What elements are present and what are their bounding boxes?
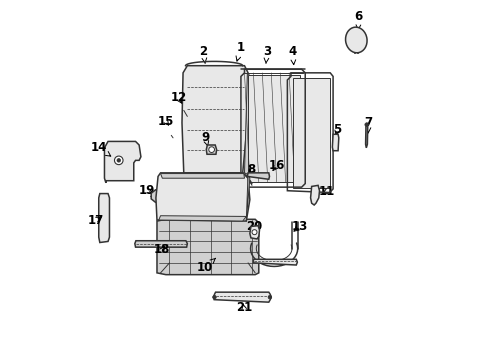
Polygon shape [135, 241, 187, 247]
Polygon shape [104, 141, 141, 183]
Text: 11: 11 [318, 185, 334, 198]
Polygon shape [310, 185, 319, 205]
Polygon shape [247, 173, 269, 179]
Text: 18: 18 [154, 243, 170, 256]
Text: 5: 5 [332, 123, 341, 136]
Text: 15: 15 [157, 114, 173, 127]
Polygon shape [99, 194, 109, 243]
Text: 17: 17 [87, 213, 103, 226]
Polygon shape [183, 173, 247, 181]
Polygon shape [159, 216, 246, 221]
Polygon shape [249, 226, 259, 239]
Text: 19: 19 [139, 184, 155, 197]
Text: 10: 10 [197, 258, 215, 274]
Text: 13: 13 [291, 220, 307, 233]
Circle shape [114, 156, 123, 165]
Polygon shape [332, 134, 338, 151]
Text: 3: 3 [263, 45, 270, 63]
Circle shape [117, 158, 121, 162]
Text: 6: 6 [354, 10, 362, 30]
Text: 12: 12 [170, 91, 186, 104]
Text: 16: 16 [268, 159, 284, 172]
Polygon shape [206, 145, 216, 154]
Text: 9: 9 [201, 131, 209, 147]
Polygon shape [213, 292, 271, 302]
Circle shape [267, 296, 271, 299]
Polygon shape [151, 190, 163, 202]
Polygon shape [253, 259, 297, 265]
Text: 1: 1 [236, 41, 244, 61]
Polygon shape [244, 73, 255, 176]
Circle shape [364, 123, 367, 126]
Polygon shape [365, 123, 367, 148]
Text: 4: 4 [288, 45, 296, 64]
Text: 21: 21 [235, 301, 251, 314]
Text: 7: 7 [364, 116, 372, 132]
Polygon shape [292, 78, 329, 188]
Ellipse shape [345, 27, 366, 53]
Polygon shape [182, 66, 247, 173]
Text: 2: 2 [199, 45, 207, 63]
Circle shape [251, 230, 257, 235]
Circle shape [212, 296, 216, 299]
Polygon shape [247, 75, 299, 182]
Polygon shape [156, 173, 249, 221]
Text: 20: 20 [246, 220, 262, 233]
Circle shape [208, 147, 214, 153]
Polygon shape [246, 174, 249, 221]
Text: 14: 14 [90, 141, 110, 156]
Polygon shape [160, 174, 244, 178]
Polygon shape [157, 219, 258, 275]
Text: 8: 8 [247, 163, 255, 176]
